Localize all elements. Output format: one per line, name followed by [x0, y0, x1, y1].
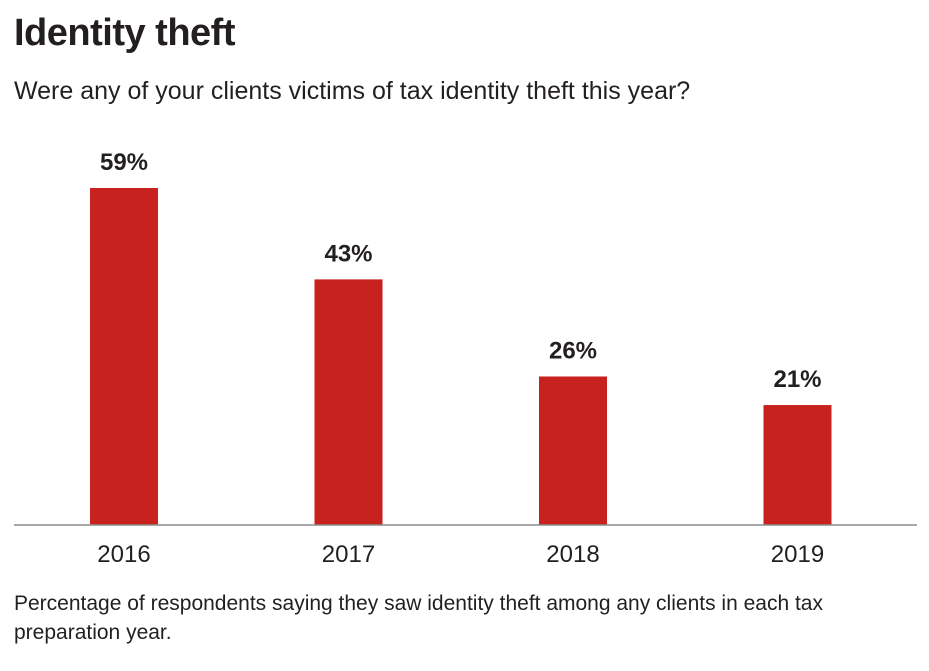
chart-footnote: Percentage of respondents saying they sa… — [14, 592, 823, 644]
bar-value-label-2019: 21% — [773, 366, 821, 393]
bars-group: 59% 2016 43% 2017 26% 2018 21% 2019 — [90, 149, 832, 568]
bar-value-label-2017: 43% — [324, 240, 372, 267]
chart-title: Identity theft — [14, 12, 235, 54]
bar-value-label-2016: 59% — [100, 149, 148, 176]
x-tick-label-2017: 2017 — [322, 541, 375, 568]
bar-2018 — [539, 376, 607, 525]
bar-2016 — [90, 188, 158, 525]
chart-subtitle: Were any of your clients victims of tax … — [14, 77, 691, 105]
x-tick-label-2019: 2019 — [771, 541, 824, 568]
x-tick-label-2016: 2016 — [97, 541, 150, 568]
x-tick-label-2018: 2018 — [546, 541, 599, 568]
bar-2017 — [314, 279, 383, 525]
bar-2019 — [763, 405, 832, 525]
bar-value-label-2018: 26% — [549, 337, 597, 364]
